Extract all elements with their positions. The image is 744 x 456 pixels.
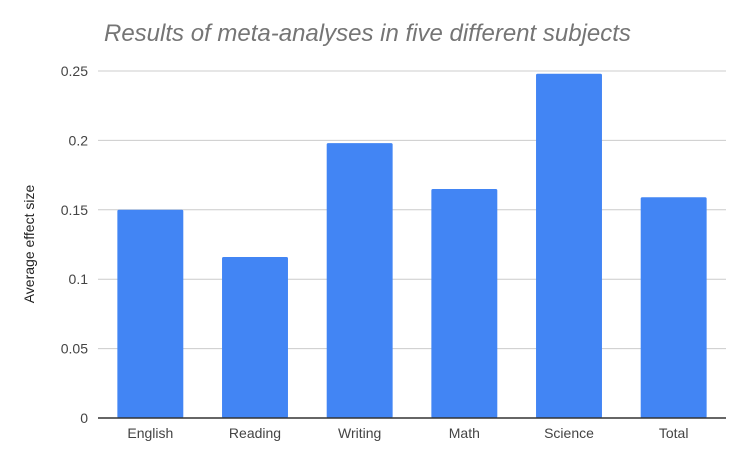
x-tick-label: Math xyxy=(449,425,480,441)
y-tick-labels: 0 0.05 0.1 0.15 0.2 0.25 xyxy=(61,63,88,426)
y-tick-label: 0.2 xyxy=(69,132,89,148)
gridlines xyxy=(98,70,726,350)
bar-science[interactable] xyxy=(536,73,602,418)
x-tick-label: Reading xyxy=(229,425,281,441)
x-tick-label: English xyxy=(127,425,173,441)
x-tick-label: Total xyxy=(659,425,689,441)
y-tick-label: 0.05 xyxy=(61,341,88,357)
y-tick-label: 0.1 xyxy=(69,271,89,287)
x-tick-label: Science xyxy=(544,425,594,441)
y-tick-label: 0.25 xyxy=(61,63,88,79)
bar-total[interactable] xyxy=(640,197,707,418)
bars xyxy=(117,73,707,418)
bar-english[interactable] xyxy=(117,209,184,418)
y-tick-label: 0.15 xyxy=(61,202,88,218)
bar-math[interactable] xyxy=(431,188,498,418)
y-axis-title: Average effect size xyxy=(21,185,37,304)
bar-reading[interactable] xyxy=(222,256,288,418)
x-tick-labels: English Reading Writing Math Science Total xyxy=(127,425,688,441)
bar-writing[interactable] xyxy=(326,143,393,418)
chart-title: Results of meta-analyses in five differe… xyxy=(104,20,631,47)
x-tick-label: Writing xyxy=(338,425,381,441)
y-tick-label: 0 xyxy=(80,410,88,426)
